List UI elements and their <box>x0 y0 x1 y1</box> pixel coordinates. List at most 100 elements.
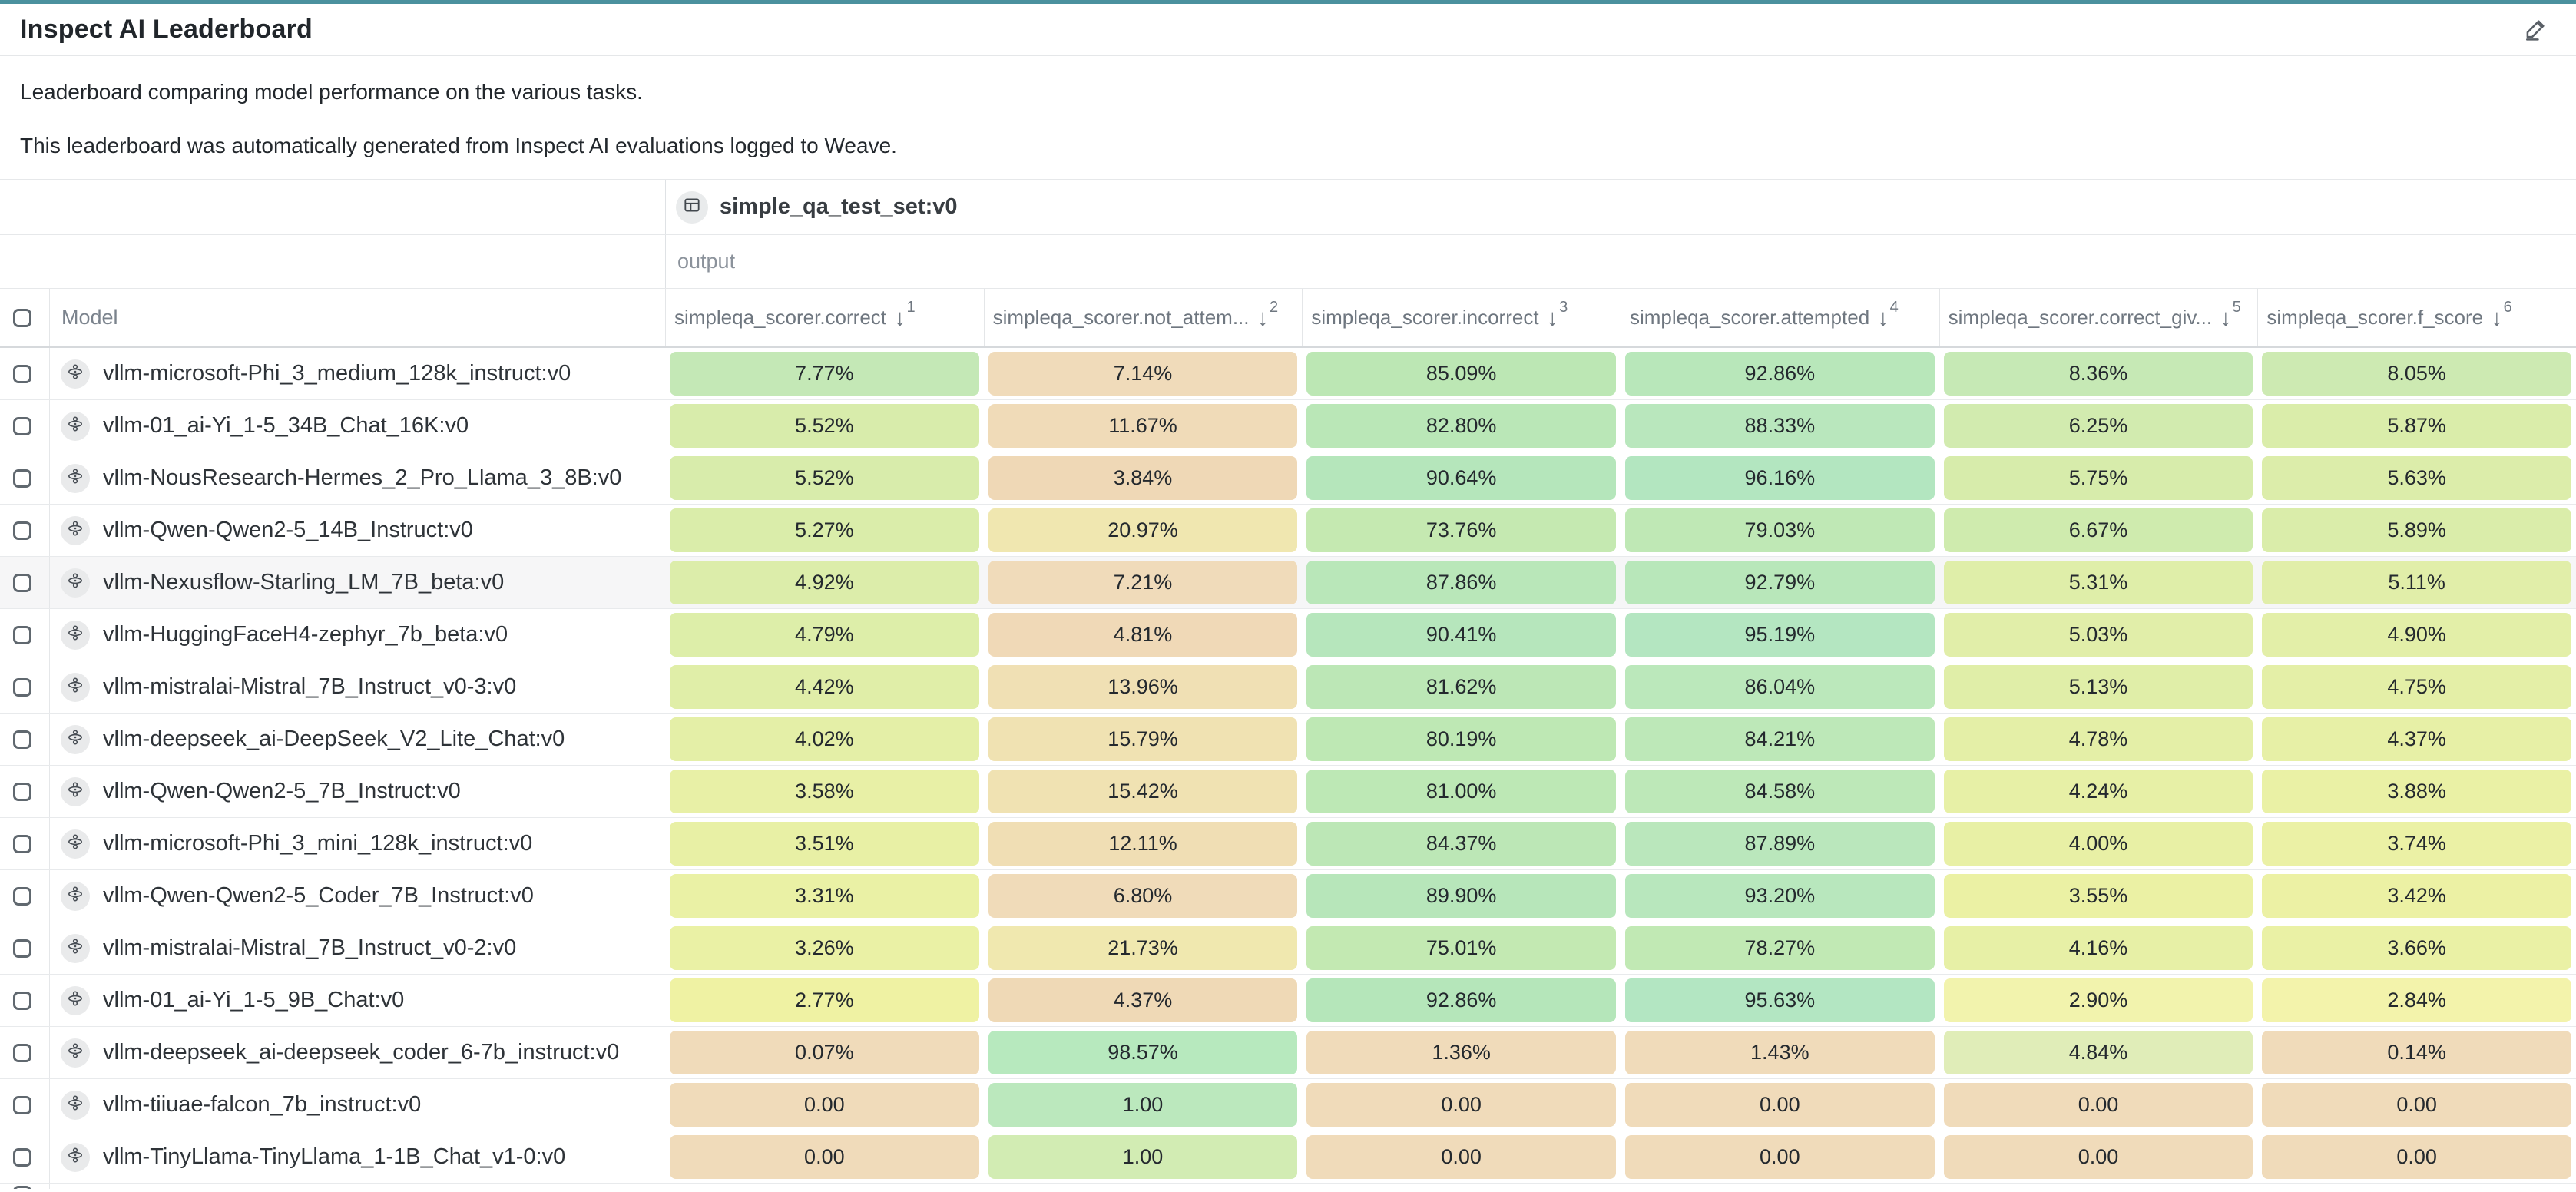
sort-indicator[interactable]: ↓ 4 <box>1877 299 1899 331</box>
score-pill[interactable]: 4.37% <box>988 978 1298 1022</box>
score-pill[interactable]: 84.58% <box>1624 770 1935 813</box>
row-checkbox[interactable] <box>13 521 31 540</box>
score-pill[interactable]: 73.76% <box>1306 508 1616 552</box>
model-cell[interactable]: vllm-mistralai-Mistral_7B_Instruct_v0-2:… <box>49 922 665 974</box>
model-cell[interactable]: vllm-01_ai-Yi_1-5_9B_Chat:v0 <box>49 975 665 1026</box>
row-checkbox[interactable] <box>13 782 31 801</box>
score-pill[interactable]: 0.00 <box>1306 1083 1616 1127</box>
score-pill[interactable]: 3.74% <box>2262 822 2571 866</box>
score-pill[interactable]: 4.79% <box>670 613 979 657</box>
score-pill[interactable]: 0.00 <box>1943 1135 2253 1179</box>
score-pill[interactable]: 0.14% <box>2262 1031 2571 1074</box>
score-pill[interactable]: 4.81% <box>988 613 1298 657</box>
score-pill[interactable]: 87.89% <box>1624 822 1935 866</box>
score-pill[interactable]: 84.21% <box>1624 717 1935 761</box>
score-pill[interactable]: 5.13% <box>1943 665 2253 709</box>
score-pill[interactable]: 81.62% <box>1306 665 1616 709</box>
score-pill[interactable]: 21.73% <box>988 926 1298 970</box>
score-pill[interactable]: 0.07% <box>670 1031 979 1074</box>
score-pill[interactable]: 90.41% <box>1306 613 1616 657</box>
score-pill[interactable]: 4.78% <box>1943 717 2253 761</box>
select-all-checkbox[interactable] <box>13 308 31 327</box>
score-pill[interactable]: 0.00 <box>670 1135 979 1179</box>
score-pill[interactable]: 15.42% <box>988 770 1298 813</box>
model-cell[interactable]: vllm-Qwen-Qwen2-5_14B_Instruct:v0 <box>49 505 665 556</box>
score-pill[interactable]: 87.86% <box>1306 561 1616 604</box>
score-pill[interactable]: 86.04% <box>1624 665 1935 709</box>
score-pill[interactable]: 5.11% <box>2262 561 2571 604</box>
row-checkbox[interactable] <box>13 834 31 853</box>
model-cell[interactable]: vllm-microsoft-Phi_3_mini_128k_instruct:… <box>49 818 665 869</box>
score-pill[interactable]: 92.86% <box>1624 352 1935 396</box>
score-pill[interactable]: 0.00 <box>670 1083 979 1127</box>
row-checkbox[interactable] <box>13 625 31 644</box>
score-pill[interactable]: 6.80% <box>988 874 1298 918</box>
score-pill[interactable]: 3.58% <box>670 770 979 813</box>
score-pill[interactable]: 15.79% <box>988 717 1298 761</box>
score-pill[interactable]: 79.03% <box>1624 508 1935 552</box>
score-pill[interactable]: 95.19% <box>1624 613 1935 657</box>
score-pill[interactable]: 5.52% <box>670 404 979 448</box>
score-pill[interactable]: 5.03% <box>1943 613 2253 657</box>
score-pill[interactable]: 3.66% <box>2262 926 2571 970</box>
row-checkbox[interactable] <box>13 364 31 383</box>
row-checkbox[interactable] <box>13 939 31 958</box>
model-cell[interactable]: vllm-tiiuae-falcon_7b_instruct:v0 <box>49 1079 665 1131</box>
score-pill[interactable]: 98.57% <box>988 1031 1298 1074</box>
score-pill[interactable]: 4.00% <box>1943 822 2253 866</box>
score-pill[interactable]: 78.27% <box>1624 926 1935 970</box>
score-pill[interactable]: 6.67% <box>1943 508 2253 552</box>
score-pill[interactable]: 4.42% <box>670 665 979 709</box>
row-checkbox[interactable] <box>13 1147 31 1167</box>
score-pill[interactable]: 4.90% <box>2262 613 2571 657</box>
score-pill[interactable]: 7.21% <box>988 561 1298 604</box>
row-checkbox[interactable] <box>13 1095 31 1114</box>
score-pill[interactable]: 80.19% <box>1306 717 1616 761</box>
score-pill[interactable]: 4.02% <box>670 717 979 761</box>
score-pill[interactable]: 88.33% <box>1624 404 1935 448</box>
score-pill[interactable]: 4.92% <box>670 561 979 604</box>
score-pill[interactable]: 7.77% <box>670 352 979 396</box>
score-pill[interactable]: 2.90% <box>1943 978 2253 1022</box>
score-pill[interactable]: 5.89% <box>2262 508 2571 552</box>
score-pill[interactable]: 75.01% <box>1306 926 1616 970</box>
model-cell[interactable]: vllm-deepseek_ai-deepseek_coder_6-7b_ins… <box>49 1027 665 1078</box>
score-pill[interactable]: 93.20% <box>1624 874 1935 918</box>
score-pill[interactable]: 1.36% <box>1306 1031 1616 1074</box>
scorer-column-header[interactable]: simpleqa_scorer.attempted ↓ 4 <box>1620 289 1939 346</box>
edit-leaderboard-button[interactable] <box>2519 13 2553 47</box>
scorer-column-header[interactable]: simpleqa_scorer.correct ↓ 1 <box>665 289 984 346</box>
score-pill[interactable]: 96.16% <box>1624 456 1935 500</box>
model-cell[interactable]: vllm-Qwen-Qwen2-5_Coder_7B_Instruct:v0 <box>49 870 665 922</box>
score-pill[interactable]: 7.14% <box>988 352 1298 396</box>
score-pill[interactable]: 3.31% <box>670 874 979 918</box>
model-cell[interactable]: vllm-Nexusflow-Starling_LM_7B_beta:v0 <box>49 557 665 608</box>
model-cell[interactable]: vllm-Qwen-Qwen2-5_7B_Instruct:v0 <box>49 766 665 817</box>
score-pill[interactable]: 1.43% <box>1624 1031 1935 1074</box>
score-pill[interactable]: 3.26% <box>670 926 979 970</box>
score-pill[interactable]: 4.84% <box>1943 1031 2253 1074</box>
score-pill[interactable]: 3.88% <box>2262 770 2571 813</box>
score-pill[interactable]: 12.11% <box>988 822 1298 866</box>
score-pill[interactable]: 90.64% <box>1306 456 1616 500</box>
score-pill[interactable]: 0.00 <box>1624 1135 1935 1179</box>
scorer-column-header[interactable]: simpleqa_scorer.f_score ↓ 6 <box>2257 289 2576 346</box>
score-pill[interactable]: 20.97% <box>988 508 1298 552</box>
score-pill[interactable]: 6.25% <box>1943 404 2253 448</box>
model-cell[interactable]: vllm-microsoft-Phi_3_medium_128k_instruc… <box>49 348 665 399</box>
score-pill[interactable]: 4.16% <box>1943 926 2253 970</box>
scorer-column-header[interactable]: simpleqa_scorer.not_attem... ↓ 2 <box>983 289 1303 346</box>
score-pill[interactable]: 85.09% <box>1306 352 1616 396</box>
score-pill[interactable]: 92.79% <box>1624 561 1935 604</box>
model-column-header[interactable]: Model <box>49 289 665 346</box>
score-pill[interactable]: 3.55% <box>1943 874 2253 918</box>
score-pill[interactable]: 4.37% <box>2262 717 2571 761</box>
score-pill[interactable]: 8.05% <box>2262 352 2571 396</box>
score-pill[interactable]: 2.84% <box>2262 978 2571 1022</box>
score-pill[interactable]: 0.00 <box>1306 1135 1616 1179</box>
scorer-column-header[interactable]: simpleqa_scorer.correct_giv... ↓ 5 <box>1939 289 2258 346</box>
model-cell[interactable]: vllm-HuggingFaceH4-zephyr_7b_beta:v0 <box>49 609 665 661</box>
sort-indicator[interactable]: ↓ 5 <box>2220 299 2241 331</box>
sort-indicator[interactable]: ↓ 1 <box>894 299 916 331</box>
score-pill[interactable]: 3.42% <box>2262 874 2571 918</box>
